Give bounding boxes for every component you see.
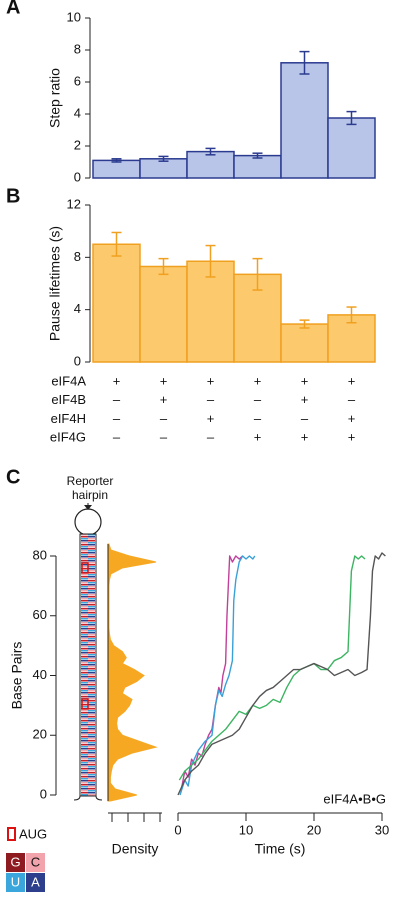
bar [186, 150, 235, 179]
condition-symbol: + [348, 411, 356, 426]
condition-symbol: + [301, 373, 309, 388]
y-tick-label: 8 [74, 249, 81, 264]
condition-symbol: – [113, 392, 121, 407]
bar [280, 323, 329, 363]
condition-symbol: + [207, 411, 215, 426]
panel-label: A [6, 0, 20, 18]
hairpin [73, 503, 103, 801]
x-tick-label: 10 [239, 822, 253, 837]
y-tick-label: 0 [74, 169, 81, 184]
trace [178, 555, 366, 781]
base-key [6, 873, 25, 892]
condition-name: eIF4G [50, 430, 86, 445]
condition-symbol: – [301, 411, 309, 426]
density-axis [108, 812, 162, 822]
annotation: eIF4A•B•G [323, 791, 386, 806]
y-axis-label: Pause lifetimes (s) [47, 226, 63, 341]
bar [280, 62, 329, 179]
condition-name: eIF4B [51, 392, 86, 407]
base-key [6, 853, 25, 872]
condition-symbol: – [254, 411, 262, 426]
x-tick-label: 20 [307, 822, 321, 837]
y-tick-label: 20 [33, 727, 47, 742]
aug-key [7, 827, 16, 841]
condition-symbol: – [113, 430, 121, 445]
x-tick-label: 0 [174, 822, 181, 837]
condition-symbol: + [113, 373, 121, 388]
condition-symbol: + [254, 373, 262, 388]
y-tick-label: 8 [74, 41, 81, 56]
y-tick-label: 60 [33, 607, 47, 622]
x-axis-label: Time (s) [255, 841, 306, 857]
trace [180, 555, 244, 790]
condition-name: eIF4H [51, 411, 86, 426]
trace [177, 552, 386, 796]
y-tick-label: 6 [74, 73, 81, 88]
hairpin-label: hairpin [72, 488, 108, 502]
bar [92, 243, 141, 363]
trace [179, 555, 256, 796]
condition-symbol: – [207, 430, 215, 445]
density-label: Density [112, 841, 159, 857]
condition-symbol: – [254, 392, 262, 407]
condition-symbol: + [301, 392, 309, 407]
y-tick-label: 4 [74, 105, 81, 120]
y-tick-label: 10 [67, 9, 81, 24]
condition-symbol: + [301, 430, 309, 445]
condition-symbol: + [254, 430, 262, 445]
bar [327, 117, 376, 179]
density-area [107, 543, 158, 802]
y-axis-label: Step ratio [47, 68, 63, 128]
y-tick-label: 4 [74, 301, 81, 316]
condition-symbol: + [348, 373, 356, 388]
base-label: A [31, 874, 40, 889]
panel-label: C [6, 466, 20, 488]
bar [139, 265, 188, 363]
bar [233, 154, 282, 179]
condition-symbol: + [348, 430, 356, 445]
base-label: C [31, 854, 40, 869]
y-tick-label: 0 [74, 353, 81, 368]
aug-label: AUG [19, 826, 47, 841]
condition-symbol: + [160, 373, 168, 388]
base-label: G [10, 854, 20, 869]
condition-symbol: + [160, 392, 168, 407]
condition-symbol: – [113, 411, 121, 426]
condition-symbol: – [160, 411, 168, 426]
y-tick-label: 40 [33, 667, 47, 682]
panel-label: B [6, 185, 20, 207]
base-key [26, 873, 45, 892]
base-label: U [11, 874, 20, 889]
condition-name: eIF4A [51, 373, 86, 388]
condition-symbol: – [160, 430, 168, 445]
y-tick-label: 80 [33, 547, 47, 562]
condition-symbol: – [348, 392, 356, 407]
hairpin-label: Reporter [67, 474, 114, 488]
base-key [26, 853, 45, 872]
bar [92, 159, 141, 179]
bar [186, 260, 235, 363]
y-tick-label: 2 [74, 137, 81, 152]
condition-symbol: + [207, 373, 215, 388]
y-tick-label: 0 [40, 786, 47, 801]
y-axis-label: Base Pairs [9, 642, 25, 710]
condition-symbol: – [207, 392, 215, 407]
x-tick-label: 30 [375, 822, 389, 837]
y-tick-label: 12 [67, 196, 81, 211]
